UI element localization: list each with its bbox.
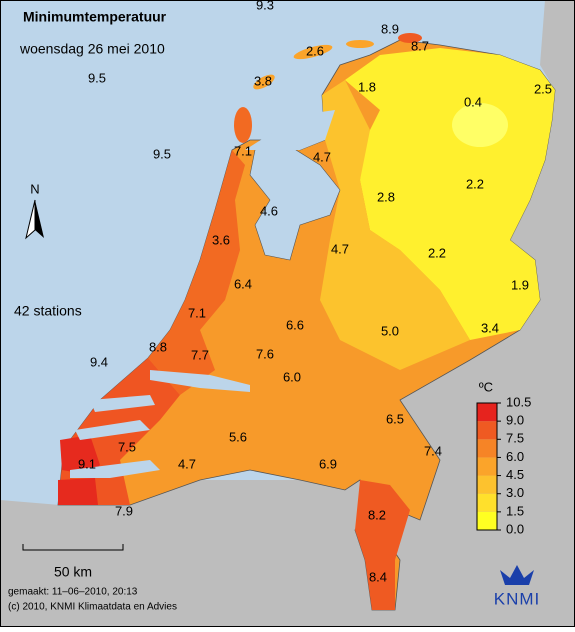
- stations-count: 42 stations: [14, 303, 82, 319]
- coldest-spot: [452, 103, 508, 147]
- colorbar-tick-label: 3.0: [506, 485, 524, 500]
- station-value: 2.2: [428, 245, 446, 260]
- subtitle: woensdag 26 mei 2010: [19, 41, 165, 57]
- station-value: 3.4: [481, 320, 499, 335]
- station-value: 8.7: [411, 38, 429, 53]
- logo-crown: [500, 565, 534, 585]
- station-value: 9.3: [256, 0, 274, 12]
- ijsselmeer: [249, 139, 341, 261]
- station-value: 2.6: [306, 43, 324, 58]
- waddenzee: [245, 110, 335, 150]
- station-value: 6.9: [319, 456, 337, 471]
- island: [346, 40, 374, 48]
- north-arrow: [25, 199, 44, 240]
- station-value: 1.8: [358, 79, 376, 94]
- station-value: 8.9: [381, 21, 399, 36]
- estuary: [70, 460, 160, 478]
- island: [234, 107, 252, 143]
- colorbar-step: [477, 475, 497, 494]
- station-value: 6.5: [386, 411, 404, 426]
- colorbar-step: [477, 403, 497, 422]
- scale-label: 50 km: [54, 564, 92, 580]
- station-value: 6.0: [283, 369, 301, 384]
- station-value: 9.5: [153, 146, 171, 161]
- island: [293, 44, 333, 60]
- colorbar-unit: ºC: [479, 379, 493, 394]
- station-value: 2.2: [466, 176, 484, 191]
- station-value: 9.5: [88, 70, 106, 85]
- north-label: N: [30, 181, 39, 196]
- station-value: 6.4: [234, 276, 252, 291]
- footer-line: gemaakt: 11–06–2010, 20:13: [8, 587, 138, 598]
- station-value: 5.0: [381, 323, 399, 338]
- station-value: 8.4: [369, 569, 387, 584]
- station-value: 4.6: [260, 203, 278, 218]
- station-value: 6.6: [286, 317, 304, 332]
- station-value: 7.9: [115, 503, 133, 518]
- station-value: 7.1: [234, 143, 252, 158]
- colorbar-tick-label: 10.5: [506, 394, 531, 409]
- colorbar-step: [477, 493, 497, 512]
- title: Minimumtemperatuur: [23, 9, 167, 25]
- river: [150, 370, 250, 392]
- colorbar-step: [477, 439, 497, 458]
- estuary: [75, 420, 150, 440]
- colorbar-tick-label: 0.0: [506, 521, 524, 536]
- island: [398, 33, 422, 43]
- hot-spot: [58, 478, 98, 505]
- scale-bar: [22, 544, 124, 551]
- station-value: 8.8: [149, 339, 167, 354]
- colorbar-tick-label: 9.0: [506, 413, 524, 428]
- station-value: 9.4: [90, 354, 108, 369]
- station-value: 3.8: [254, 73, 272, 88]
- station-value: 1.9: [511, 277, 529, 292]
- station-value: 4.7: [331, 241, 349, 256]
- station-value: 3.6: [212, 232, 230, 247]
- colorbar-step: [477, 511, 497, 530]
- hot-spot: [60, 435, 100, 475]
- station-value: 7.4: [424, 443, 442, 458]
- colorbar-step: [477, 457, 497, 476]
- island: [253, 74, 275, 90]
- station-value: 7.5: [118, 439, 136, 454]
- cool-region: [320, 80, 470, 370]
- estuary: [90, 395, 155, 412]
- station-value: 4.7: [313, 149, 331, 164]
- colorbar-tick-label: 6.0: [506, 449, 524, 464]
- station-value: 7.1: [188, 305, 206, 320]
- station-value: 5.6: [229, 429, 247, 444]
- station-value: 8.2: [368, 507, 386, 522]
- station-value: 4.7: [178, 456, 196, 471]
- station-value: 7.6: [256, 346, 274, 361]
- colorbar-tick-label: 1.5: [506, 503, 524, 518]
- station-value: 7.7: [191, 347, 209, 362]
- station-value: 0.4: [464, 94, 482, 109]
- footer-line: (c) 2010, KNMI Klimaatdata en Advies: [8, 602, 177, 613]
- logo: KNMI: [494, 589, 541, 608]
- colorbar-step: [477, 421, 497, 440]
- warm-coast: [148, 150, 245, 395]
- colorbar-tick-label: 7.5: [506, 431, 524, 446]
- station-value: 2.5: [534, 81, 552, 96]
- warm-limburg: [355, 480, 410, 610]
- colorbar-tick-label: 4.5: [506, 467, 524, 482]
- station-value: 9.1: [78, 456, 96, 471]
- colorbar-frame: [476, 402, 498, 531]
- station-value: 2.8: [377, 189, 395, 204]
